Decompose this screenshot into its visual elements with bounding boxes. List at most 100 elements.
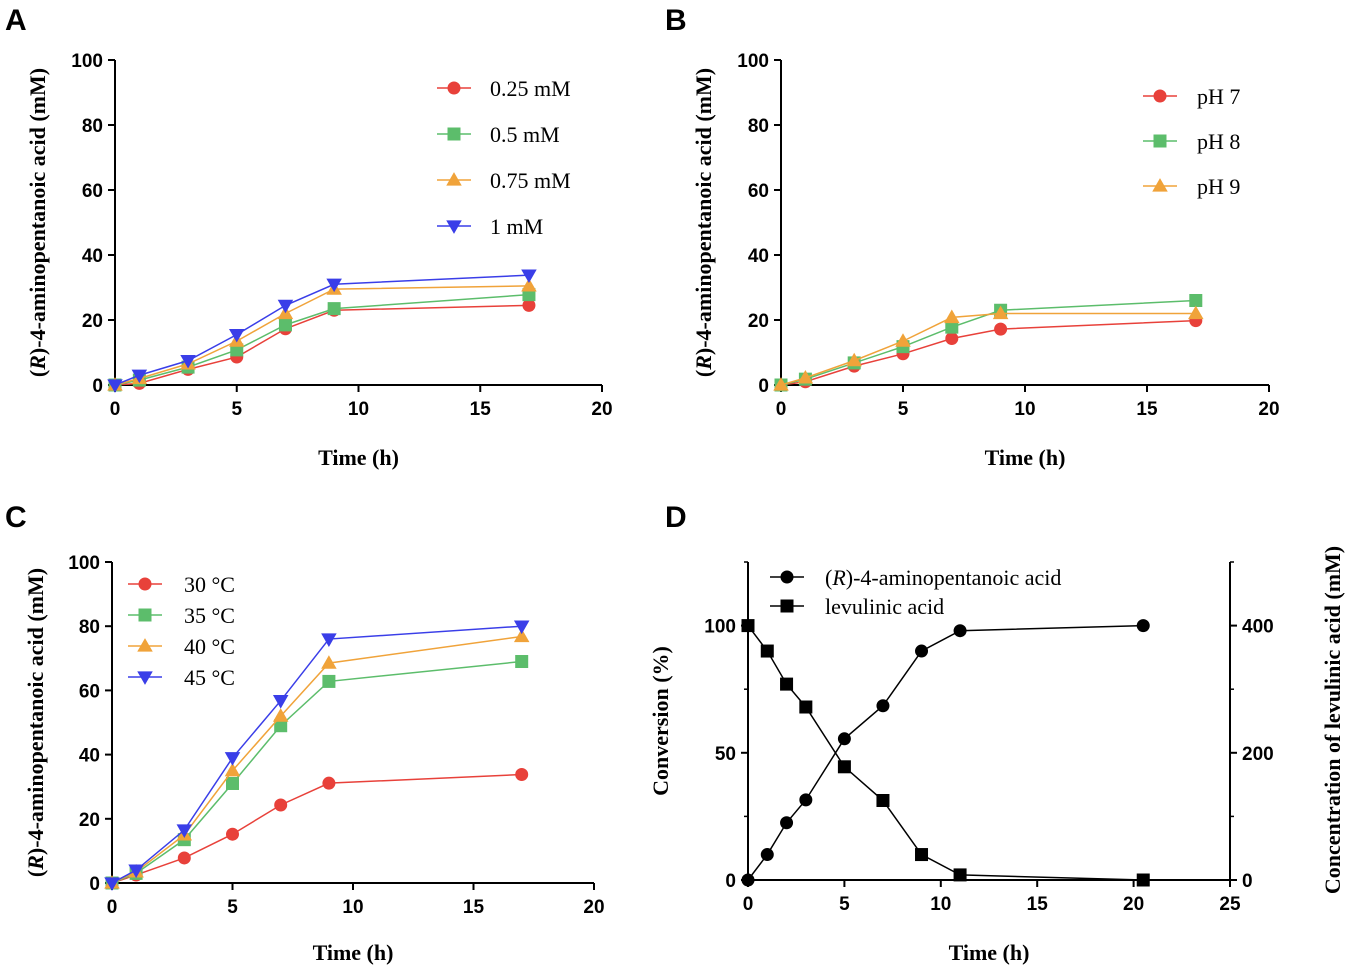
y-tick-label: 20: [82, 311, 103, 332]
y-tick-label: 60: [748, 181, 769, 202]
y-tick-label: 20: [79, 810, 100, 831]
y2-tick-label: 0: [1242, 871, 1253, 892]
panel-letter: C: [5, 501, 27, 534]
legend-label: pH 7: [1197, 84, 1240, 109]
legend-item: 0.25 mM: [437, 76, 571, 101]
data-point: [846, 352, 862, 367]
legend-marker: [138, 608, 152, 622]
panel-b: B 0 5 10 15 20 0 20 40 60 80 100 Time (h) (R)-4-amino…: [665, 4, 1280, 470]
legend-item: pH 7: [1143, 84, 1240, 109]
data-point: [277, 299, 294, 314]
legend-marker: [447, 81, 461, 95]
data-point: [837, 760, 851, 774]
panel-a: A 0 5 10 15 20 0 20 40 60 80 100 Time (h) (R)-4-amino…: [5, 4, 613, 470]
panel-letter: A: [5, 4, 27, 37]
legend-label: 0.25 mM: [490, 76, 571, 101]
legend-item: 45 °C: [128, 665, 235, 690]
y-tick-label: 50: [715, 744, 736, 765]
legend-label: levulinic acid: [825, 594, 944, 619]
legend-marker: [138, 577, 152, 591]
data-point: [180, 354, 196, 369]
legend-item: pH 9: [1143, 174, 1240, 199]
legend-item: 0.5 mM: [437, 122, 560, 147]
data-point: [177, 851, 191, 865]
panel-c: C 0 5 10 15 20 0 20 40 60 80 100 Time (h) (R)-4-amino…: [5, 501, 605, 965]
legend-label: pH 8: [1197, 129, 1240, 154]
data-point: [799, 700, 813, 714]
y-tick-label: 0: [758, 376, 769, 397]
data-point: [992, 305, 1009, 320]
legend-item: 0.75 mM: [437, 168, 571, 193]
legend-item: (R)-4-aminopentanoic acid: [770, 565, 1061, 590]
y-tick-label: 0: [89, 874, 100, 895]
data-point: [1189, 294, 1203, 307]
x-tick-label: 5: [898, 399, 909, 420]
y-tick-label: 0: [92, 376, 103, 397]
y-axis-label: (R)-4-aminopentanoic acid (mM): [25, 68, 50, 377]
x-tick-label: 15: [1136, 399, 1158, 420]
legend-label: 40 °C: [184, 634, 235, 659]
data-point: [104, 877, 120, 891]
y-tick-label: 40: [748, 246, 769, 267]
data-point: [515, 768, 529, 782]
data-point: [226, 827, 239, 841]
data-point: [915, 848, 929, 862]
x-tick-label: 10: [1014, 399, 1035, 420]
series-1: [774, 294, 1203, 392]
legend-item: 1 mM: [437, 214, 543, 239]
legend-marker: [446, 172, 462, 186]
data-point: [780, 816, 794, 830]
legend-item: 40 °C: [128, 634, 235, 659]
y-tick-label: 20: [748, 311, 769, 332]
series-line: [114, 293, 530, 386]
data-point: [327, 302, 341, 316]
data-point: [176, 824, 193, 838]
x-axis-label: Time (h): [318, 445, 399, 470]
y2-tick-label: 400: [1242, 617, 1274, 638]
data-point: [513, 620, 530, 635]
y2-tick-label: 200: [1242, 744, 1274, 765]
y-tick-label: 60: [82, 181, 103, 202]
data-point: [272, 694, 289, 709]
data-point: [994, 322, 1008, 336]
series-line: [747, 624, 1144, 881]
y-axis-label: Conversion (%): [648, 646, 673, 796]
y-tick-label: 100: [704, 617, 736, 638]
data-point: [944, 309, 960, 324]
legend-marker: [447, 127, 461, 141]
data-point: [760, 848, 774, 862]
x-tick-label: 0: [110, 399, 121, 420]
data-point: [945, 332, 959, 346]
data-point: [741, 619, 755, 633]
data-point: [326, 278, 342, 293]
data-point: [773, 377, 789, 391]
data-point: [837, 732, 851, 746]
legend-item: levulinic acid: [770, 594, 944, 619]
x-tick-label: 20: [1123, 894, 1144, 915]
data-point: [131, 369, 148, 384]
x-tick-label: 0: [776, 399, 787, 420]
data-point: [513, 628, 530, 643]
series-3: [107, 269, 537, 393]
data-point: [953, 868, 967, 882]
legend-item: 35 °C: [128, 603, 235, 628]
data-point: [224, 752, 241, 766]
x-tick-label: 20: [591, 399, 612, 420]
series-line: [111, 660, 522, 884]
y-tick-label: 80: [79, 617, 100, 638]
data-point: [1136, 873, 1150, 887]
legend-label: 45 °C: [184, 665, 235, 690]
x-tick-label: 5: [227, 897, 238, 918]
series-line: [111, 625, 522, 884]
data-point: [228, 328, 245, 343]
legend-label: 35 °C: [184, 603, 235, 628]
x-tick-label: 20: [1258, 399, 1279, 420]
data-point: [953, 624, 967, 638]
data-point: [321, 655, 337, 669]
data-point: [322, 776, 336, 790]
legend-marker: [780, 570, 794, 584]
data-point: [107, 379, 123, 393]
data-point: [915, 644, 929, 658]
data-point: [226, 776, 239, 790]
y-tick-label: 100: [68, 553, 100, 574]
